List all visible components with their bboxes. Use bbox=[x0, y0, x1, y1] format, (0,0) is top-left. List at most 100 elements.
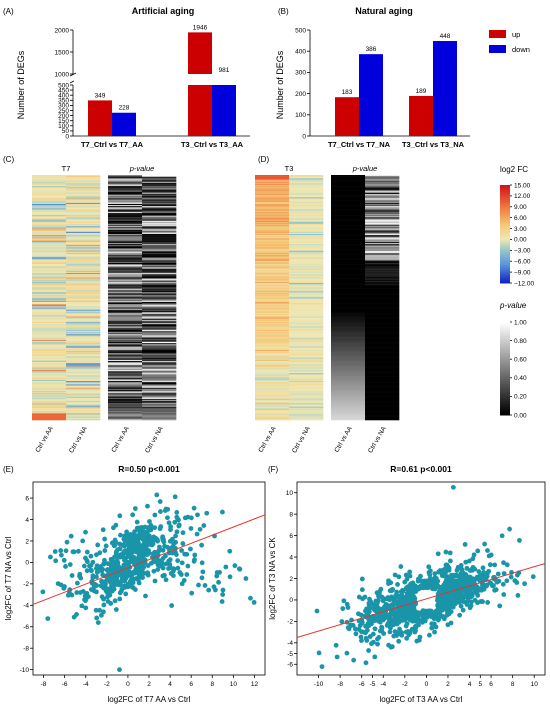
colorbar-p-segment bbox=[500, 382, 510, 385]
pvalue-cell bbox=[331, 238, 366, 240]
colorbar-p-segment bbox=[500, 385, 510, 388]
heatmap-cell bbox=[255, 352, 290, 354]
heatmap-cell bbox=[66, 363, 101, 365]
heatmap-cell bbox=[255, 260, 290, 263]
scatter-point bbox=[479, 573, 485, 578]
pvalue-cell bbox=[108, 220, 143, 223]
heatmap-cell bbox=[255, 296, 290, 298]
pvalue-cell bbox=[142, 239, 177, 242]
heatmap-cell bbox=[289, 306, 324, 308]
heatmap-cell bbox=[32, 175, 67, 177]
scatter-point bbox=[447, 608, 453, 614]
heatmap-cell bbox=[66, 335, 101, 337]
pvalue-cell bbox=[142, 345, 177, 347]
pvalue-cell bbox=[365, 290, 400, 293]
pvalue-cell bbox=[108, 362, 143, 364]
heatmap-cell bbox=[66, 350, 101, 353]
pvalue-cell bbox=[108, 394, 143, 396]
heatmap-cell bbox=[66, 338, 101, 341]
heatmap-cell bbox=[289, 409, 324, 412]
heatmap-cell bbox=[255, 185, 290, 187]
pvalue-cell bbox=[142, 240, 177, 243]
y-tick-label: 6 bbox=[25, 495, 29, 502]
colorbar-tick-label: 3.00 bbox=[514, 226, 527, 233]
heatmap-cell bbox=[255, 308, 290, 311]
heatmap-cell bbox=[32, 298, 67, 301]
pvalue-cell bbox=[331, 388, 366, 391]
pvalue-cell bbox=[108, 405, 143, 407]
heatmap-cell bbox=[255, 207, 290, 209]
x-tick-label: T3_Ctrl vs T3_NA bbox=[402, 140, 465, 149]
scatter-point bbox=[62, 584, 67, 589]
heatmap-cell bbox=[255, 186, 290, 188]
heatmap-cell bbox=[32, 222, 67, 225]
bar-up bbox=[335, 97, 359, 136]
scatter-point bbox=[88, 587, 94, 592]
scatter-point bbox=[458, 603, 464, 609]
colorbar-fc-segment bbox=[500, 227, 510, 230]
heatmap-cell bbox=[289, 250, 324, 253]
pvalue-cell bbox=[108, 338, 143, 341]
fit-line bbox=[296, 563, 546, 638]
pvalue-cell bbox=[108, 202, 143, 205]
heatmap-cell bbox=[255, 249, 290, 252]
heatmap-cell bbox=[255, 234, 290, 236]
pvalue-cell bbox=[365, 305, 400, 307]
pvalue-cell bbox=[365, 373, 400, 375]
heatmap-cell bbox=[255, 273, 290, 275]
pvalue-cell bbox=[142, 288, 177, 291]
pvalue-cell bbox=[108, 212, 143, 215]
scatter-point bbox=[437, 612, 443, 618]
scatter-point bbox=[416, 622, 421, 628]
pvalue-cell bbox=[142, 324, 177, 326]
heatmap-cell bbox=[289, 280, 324, 283]
scatter-point bbox=[168, 571, 174, 576]
pvalue-cell bbox=[331, 373, 366, 375]
pvalue-cell bbox=[331, 350, 366, 353]
colorbar-p-segment bbox=[500, 387, 510, 390]
heatmap-cell bbox=[289, 185, 324, 187]
pvalue-cell bbox=[108, 238, 143, 240]
pvalue-cell bbox=[365, 203, 400, 206]
pvalue-cell bbox=[331, 213, 366, 216]
pvalue-cell bbox=[142, 293, 177, 295]
pvalue-cell bbox=[142, 412, 177, 414]
y-tick-label: -5 bbox=[287, 651, 293, 658]
pvalue-cell bbox=[365, 387, 400, 390]
pvalue-cell bbox=[108, 191, 143, 194]
scatter-point bbox=[113, 522, 119, 528]
scatter-point bbox=[485, 600, 491, 605]
scatter-point bbox=[367, 596, 372, 602]
pvalue-cell bbox=[365, 205, 400, 207]
scatter-point bbox=[380, 598, 386, 604]
y-tick-label: 0 bbox=[25, 560, 29, 567]
heatmap-cell bbox=[32, 373, 67, 375]
heatmap-cell bbox=[32, 389, 67, 392]
colorbar-fc-segment bbox=[500, 271, 510, 274]
scatter-point bbox=[97, 607, 103, 613]
scatter-point bbox=[220, 587, 226, 593]
scatter-point bbox=[154, 492, 160, 498]
scatter-point bbox=[334, 654, 340, 660]
heatmap-cell bbox=[255, 232, 290, 235]
heatmap-cell bbox=[255, 369, 290, 372]
pvalue-cell bbox=[142, 414, 177, 416]
heatmap-cell bbox=[289, 366, 324, 368]
pvalue-cell bbox=[142, 181, 177, 184]
pvalue-cell bbox=[108, 257, 143, 259]
pvalue-cell bbox=[331, 323, 366, 325]
pvalue-cell bbox=[108, 325, 143, 327]
pvalue-cell bbox=[331, 218, 366, 220]
heatmap-cell bbox=[255, 192, 290, 195]
scatter-point bbox=[422, 612, 428, 618]
heatmap-cell bbox=[289, 408, 324, 411]
colorbar-p-segment bbox=[500, 362, 510, 365]
pvalue-cell bbox=[108, 189, 143, 191]
pvalue-cell bbox=[108, 244, 143, 246]
pvalue-cell bbox=[142, 386, 177, 389]
scatter-point bbox=[104, 576, 110, 582]
heatmap-cell bbox=[255, 182, 290, 185]
heatmap-cell bbox=[66, 342, 101, 344]
